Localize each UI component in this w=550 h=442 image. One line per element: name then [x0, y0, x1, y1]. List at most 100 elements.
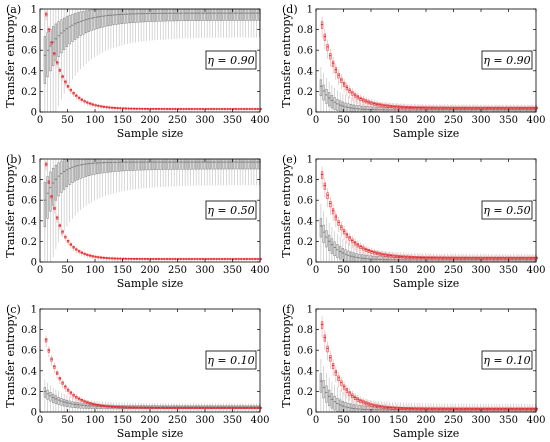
panel-label: (a): [6, 3, 21, 16]
box: [74, 13, 77, 40]
box: [63, 159, 66, 190]
box: [60, 160, 63, 193]
y-tick-label: 0.8: [297, 325, 313, 336]
x-tick-label: 150: [113, 115, 132, 126]
box: [322, 84, 325, 101]
y-tick-label: 0.2: [297, 387, 313, 398]
x-tick-label: 150: [389, 115, 408, 126]
y-tick-label: 0: [31, 108, 37, 119]
x-tick-label: 200: [140, 265, 159, 276]
box: [320, 21, 324, 29]
x-tick-label: 250: [168, 265, 187, 276]
y-tick-label: 0.4: [297, 216, 313, 227]
y-tick-label: 0.2: [21, 237, 37, 248]
box: [319, 218, 323, 238]
y-axis-label: Transfer entropy: [4, 163, 17, 258]
annotation-box: [205, 350, 257, 370]
x-tick-label: 400: [250, 265, 269, 276]
y-tick-label: 1: [307, 5, 313, 16]
x-tick-label: 350: [499, 115, 518, 126]
box: [326, 192, 329, 200]
x-tick-label: 350: [499, 415, 518, 426]
chart-panel: 0 50 100 150 200 250 300 350 400 0 0.2 0.4 0.6 0.8 1 Sa…: [4, 153, 270, 290]
box: [339, 246, 342, 260]
box: [49, 171, 52, 212]
x-tick-label: 50: [61, 115, 74, 126]
x-tick-label: 300: [195, 415, 214, 426]
box: [57, 162, 60, 197]
x-tick-label: 100: [361, 115, 380, 126]
box: [82, 11, 85, 35]
y-tick-label: 0: [307, 408, 313, 419]
x-tick-label: 50: [61, 415, 74, 426]
box: [331, 363, 335, 370]
box: [60, 398, 63, 406]
y-tick-label: 0: [31, 408, 37, 419]
x-tick-label: 350: [223, 415, 242, 426]
chart-panel: 0 50 100 150 200 250 300 350 400 0 0.2 0.4 0.6 0.8 1 Sa…: [280, 303, 546, 440]
x-tick-label: 250: [444, 115, 463, 126]
annotation-text: η = 0.50: [483, 204, 530, 217]
x-tick-label: 100: [85, 265, 104, 276]
panel-label: (b): [6, 153, 22, 166]
y-tick-label: 0.4: [21, 366, 37, 377]
box: [331, 208, 335, 215]
box: [54, 23, 58, 62]
y-tick-label: 0: [307, 258, 313, 269]
box: [334, 214, 338, 221]
y-tick-label: 0.8: [21, 25, 37, 36]
series-red: [320, 16, 538, 112]
box: [325, 385, 328, 403]
box: [322, 380, 325, 399]
x-tick-label: 350: [499, 265, 518, 276]
x-tick-label: 300: [195, 265, 214, 276]
box: [334, 67, 338, 74]
x-tick-label: 350: [223, 115, 242, 126]
box: [322, 224, 325, 243]
x-tick-label: 100: [361, 265, 380, 276]
box: [329, 355, 332, 362]
box: [79, 11, 82, 37]
x-tick-label: 300: [195, 115, 214, 126]
box: [49, 29, 52, 72]
box: [60, 19, 63, 54]
box: [336, 99, 339, 111]
x-tick-label: 300: [471, 415, 490, 426]
box: [52, 167, 55, 206]
x-tick-label: 200: [140, 115, 159, 126]
box: [90, 9, 93, 31]
panel-label: (e): [282, 153, 297, 166]
y-tick-label: 0.4: [297, 66, 313, 77]
x-tick-label: 400: [250, 115, 269, 126]
box: [341, 248, 345, 261]
box: [331, 60, 335, 67]
x-axis-label: Sample size: [393, 127, 460, 140]
y-axis-label: Transfer entropy: [4, 13, 17, 108]
y-tick-label: 0.4: [21, 216, 37, 227]
y-tick-label: 0.6: [21, 46, 37, 57]
box: [93, 9, 96, 30]
y-axis-label: Transfer entropy: [280, 13, 293, 108]
y-tick-label: 0.8: [297, 175, 313, 186]
x-tick-label: 0: [313, 415, 319, 426]
box: [71, 14, 74, 42]
x-tick-label: 150: [389, 265, 408, 276]
x-tick-label: 200: [416, 415, 435, 426]
annotation-box: [205, 50, 257, 70]
series-red: [44, 160, 262, 262]
y-tick-label: 0: [31, 258, 37, 269]
box: [74, 401, 77, 408]
box: [329, 201, 332, 208]
x-tick-label: 250: [168, 115, 187, 126]
box: [76, 402, 80, 409]
y-tick-label: 0.4: [297, 366, 313, 377]
y-tick-label: 1: [307, 155, 313, 166]
x-tick-label: 150: [389, 415, 408, 426]
box: [333, 241, 336, 257]
box: [57, 21, 60, 57]
annotation-text: η = 0.10: [483, 354, 530, 367]
box: [57, 396, 60, 405]
box: [330, 95, 334, 109]
box: [319, 373, 323, 393]
